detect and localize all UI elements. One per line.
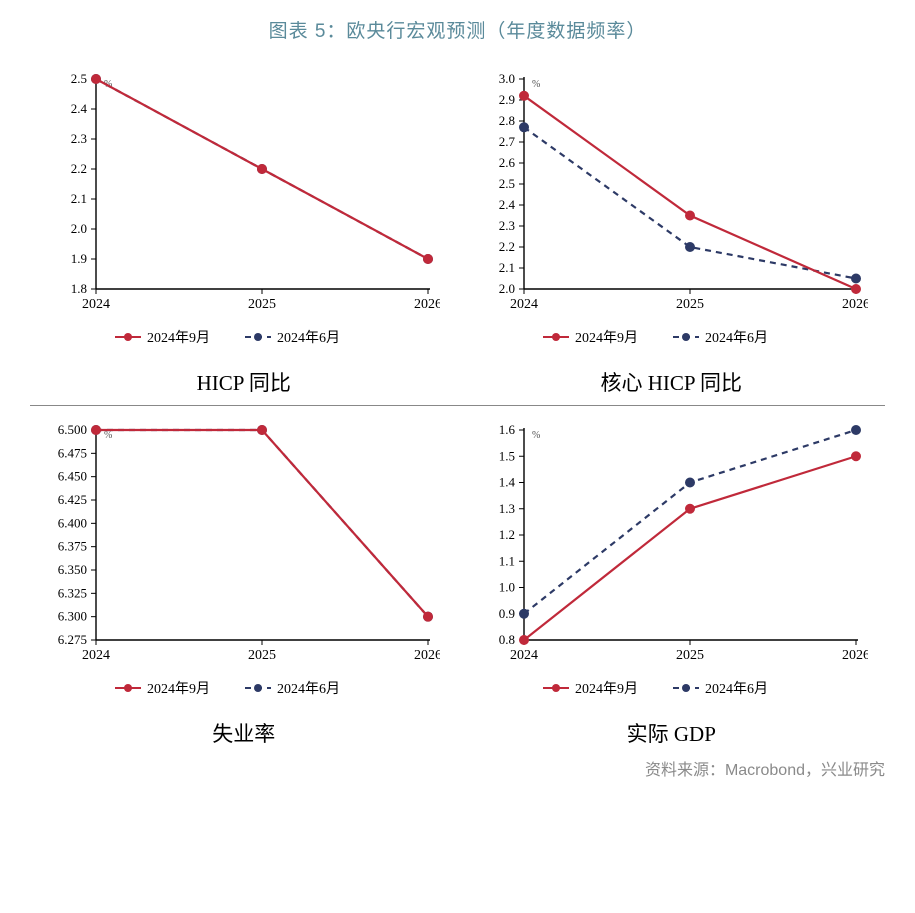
chart-grid: 1.8 1.9 2.0 2.1 2.2 2.3 2.4 2.5% 2024 2025 2026 202… xyxy=(30,65,885,351)
svg-text:2.4: 2.4 xyxy=(71,101,88,116)
svg-text:0.8: 0.8 xyxy=(498,632,514,647)
svg-text:1.2: 1.2 xyxy=(498,527,514,542)
svg-text:2.1: 2.1 xyxy=(71,191,87,206)
panel-gdp: 0.8 0.9 1.0 1.1 1.2 1.3 1.4 1.5 1.6% 2024 2025 2026… xyxy=(458,416,886,702)
panel-unemp: 6.275 6.300 6.325 6.350 6.375 6.400 6.425 6.450… xyxy=(30,416,458,702)
svg-text:6.475: 6.475 xyxy=(58,445,87,460)
svg-text:6.350: 6.350 xyxy=(58,562,87,577)
svg-text:1.4: 1.4 xyxy=(498,475,515,490)
svg-text:1.9: 1.9 xyxy=(71,251,87,266)
svg-text:0.9: 0.9 xyxy=(498,606,514,621)
svg-text:6.275: 6.275 xyxy=(58,632,87,647)
svg-text:%: % xyxy=(532,430,540,441)
svg-text:6.500: 6.500 xyxy=(58,422,87,437)
source-label: 资料来源：Macrobond，兴业研究 xyxy=(30,756,885,780)
panel-core-hicp: 2.0 2.1 2.2 2.3 2.4 2.5 2.6 2.7 2.8 2.9 3.0% 2024 20… xyxy=(458,65,886,351)
svg-text:2.9: 2.9 xyxy=(498,92,514,107)
svg-text:2025: 2025 xyxy=(248,297,276,312)
svg-text:2025: 2025 xyxy=(676,648,704,663)
subtitle-hicp: HICP 同比 xyxy=(30,367,458,397)
subtitle-gdp: 实际 GDP xyxy=(458,718,886,748)
svg-text:2.3: 2.3 xyxy=(498,218,514,233)
svg-text:2025: 2025 xyxy=(248,648,276,663)
svg-text:2024年6月: 2024年6月 xyxy=(277,330,340,346)
svg-text:2.5: 2.5 xyxy=(71,71,87,86)
svg-text:2025: 2025 xyxy=(676,297,704,312)
svg-text:2024: 2024 xyxy=(510,297,538,312)
svg-text:2024: 2024 xyxy=(510,648,538,663)
svg-text:2.6: 2.6 xyxy=(498,155,515,170)
svg-text:2026: 2026 xyxy=(414,648,440,663)
svg-text:2.4: 2.4 xyxy=(498,197,515,212)
svg-text:6.375: 6.375 xyxy=(58,539,87,554)
svg-text:2026: 2026 xyxy=(414,297,440,312)
subtitle-core: 核心 HICP 同比 xyxy=(458,367,886,397)
svg-text:2.2: 2.2 xyxy=(71,161,87,176)
svg-text:2.5: 2.5 xyxy=(498,176,514,191)
svg-text:2.0: 2.0 xyxy=(71,221,87,236)
svg-text:2024: 2024 xyxy=(82,648,110,663)
svg-text:%: % xyxy=(104,430,112,441)
panel-hicp: 1.81.92.02.12.22.32.42.5%202420252026202… xyxy=(30,65,458,351)
svg-text:1.3: 1.3 xyxy=(498,501,514,516)
svg-text:%: % xyxy=(532,79,540,90)
svg-text:2024年9月: 2024年9月 xyxy=(575,681,638,697)
svg-text:2024年9月: 2024年9月 xyxy=(147,330,210,346)
svg-text:2024年9月: 2024年9月 xyxy=(147,681,210,697)
svg-text:6.400: 6.400 xyxy=(58,515,87,530)
svg-text:2.3: 2.3 xyxy=(71,131,87,146)
figure-title: 图表 5：欧央行宏观预测（年度数据频率） xyxy=(30,16,885,43)
svg-text:2024年6月: 2024年6月 xyxy=(705,330,768,346)
svg-text:6.300: 6.300 xyxy=(58,609,87,624)
svg-text:2024: 2024 xyxy=(82,297,110,312)
svg-text:6.425: 6.425 xyxy=(58,492,87,507)
svg-text:1.1: 1.1 xyxy=(498,553,514,568)
svg-text:1.5: 1.5 xyxy=(498,448,514,463)
svg-text:1.8: 1.8 xyxy=(71,281,87,296)
svg-text:2.2: 2.2 xyxy=(498,239,514,254)
svg-text:6.325: 6.325 xyxy=(58,585,87,600)
svg-text:3.0: 3.0 xyxy=(498,71,514,86)
svg-text:2026: 2026 xyxy=(842,297,868,312)
svg-text:2.8: 2.8 xyxy=(498,113,514,128)
subtitle-unemp: 失业率 xyxy=(30,718,458,748)
svg-text:6.450: 6.450 xyxy=(58,469,87,484)
svg-text:1.0: 1.0 xyxy=(498,580,514,595)
svg-text:2.7: 2.7 xyxy=(498,134,515,149)
chart-grid-2: 6.275 6.300 6.325 6.350 6.375 6.400 6.425 6.450… xyxy=(30,416,885,702)
svg-text:2.1: 2.1 xyxy=(498,260,514,275)
svg-text:2024年9月: 2024年9月 xyxy=(575,330,638,346)
svg-text:2026: 2026 xyxy=(842,648,868,663)
svg-text:2024年6月: 2024年6月 xyxy=(705,681,768,697)
svg-text:2.0: 2.0 xyxy=(498,281,514,296)
divider xyxy=(30,405,885,406)
svg-text:1.6: 1.6 xyxy=(498,422,515,437)
svg-text:2024年6月: 2024年6月 xyxy=(277,681,340,697)
